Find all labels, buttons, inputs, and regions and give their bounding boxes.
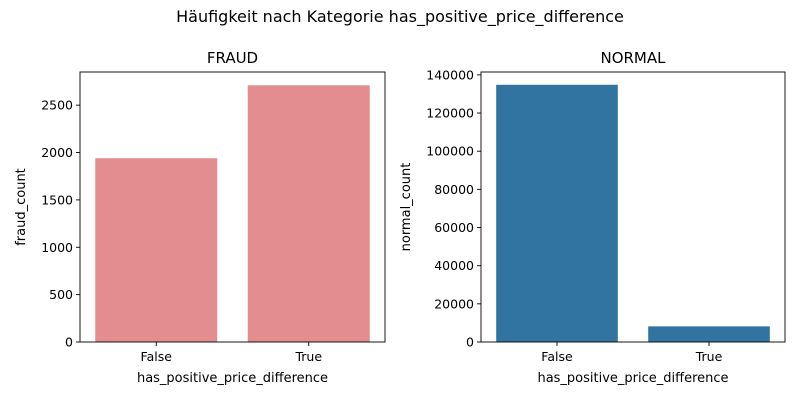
y-tick-label-normal: 0 bbox=[466, 335, 474, 350]
y-axis-label-normal: normal_count bbox=[399, 163, 414, 252]
y-tick-label-fraud: 2000 bbox=[41, 145, 73, 160]
y-axis-label-fraud: fraud_count bbox=[14, 168, 29, 246]
figure-suptitle: Häufigkeit nach Kategorie has_positive_p… bbox=[176, 7, 624, 27]
x-tick-label-fraud: True bbox=[294, 349, 322, 364]
y-tick-label-normal: 140000 bbox=[426, 67, 474, 82]
chart-title-normal: NORMAL bbox=[600, 49, 666, 67]
bar-fraud-true bbox=[247, 85, 370, 343]
chart-panel-fraud: 0 500 1000 1500 2000 2500 False True FRAUD has_po… bbox=[14, 49, 386, 386]
y-tick-label-fraud: 2500 bbox=[41, 98, 73, 113]
y-tick-label-normal: 40000 bbox=[434, 258, 474, 273]
y-tick-label-normal: 80000 bbox=[434, 182, 474, 197]
chart-title-fraud: FRAUD bbox=[207, 49, 258, 67]
y-tick-label-fraud: 1000 bbox=[41, 240, 73, 255]
x-tick-label-normal: True bbox=[695, 349, 723, 364]
y-tick-label-normal: 120000 bbox=[426, 106, 474, 121]
x-axis-label-normal: has_positive_price_difference bbox=[537, 371, 728, 386]
axes-frame-normal bbox=[480, 71, 786, 343]
y-tick-label-fraud: 1500 bbox=[41, 192, 73, 207]
bar-normal-false bbox=[496, 84, 618, 342]
y-tick-label-normal: 60000 bbox=[434, 220, 474, 235]
y-tick-label-normal: 100000 bbox=[426, 144, 474, 159]
x-tick-label-normal: False bbox=[541, 349, 573, 364]
bar-normal-true bbox=[648, 326, 770, 342]
x-tick-label-fraud: False bbox=[141, 349, 173, 364]
axes-frame-fraud bbox=[79, 71, 386, 343]
chart-panel-normal: 0 20000 40000 60000 80000 100000 120000 140000 F… bbox=[399, 49, 786, 386]
bar-fraud-false bbox=[95, 158, 218, 342]
x-axis-label-fraud: has_positive_price_difference bbox=[137, 371, 328, 386]
y-tick-label-normal: 20000 bbox=[434, 296, 474, 311]
y-tick-label-fraud: 500 bbox=[49, 287, 73, 302]
y-tick-label-fraud: 0 bbox=[65, 335, 73, 350]
